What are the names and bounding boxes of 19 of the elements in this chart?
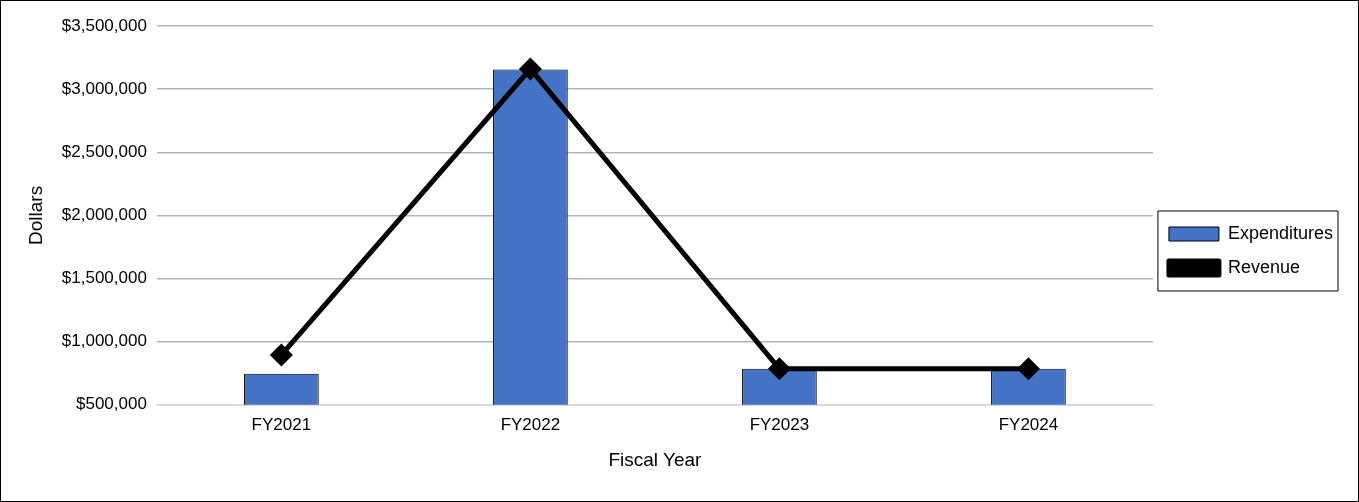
legend-label: Revenue bbox=[1227, 256, 1300, 277]
point bbox=[1017, 358, 1039, 380]
legend-label: Expenditures bbox=[1227, 222, 1334, 243]
y-tick-label: $500,000 bbox=[75, 394, 147, 414]
x-tick-label: FY2021 bbox=[251, 414, 312, 434]
y-tick-label: $3,000,000 bbox=[61, 78, 147, 98]
y-axis-title: Dollars bbox=[24, 185, 46, 245]
point bbox=[519, 58, 541, 80]
y-tick-label: $1,000,000 bbox=[61, 331, 147, 351]
x-tick-label: FY2024 bbox=[998, 414, 1059, 434]
x-tick-label: FY2023 bbox=[749, 414, 810, 434]
y-tick-label: $3,500,000 bbox=[61, 15, 147, 35]
y-tick-label: $2,500,000 bbox=[61, 141, 147, 161]
y-tick-label: $2,000,000 bbox=[61, 205, 147, 225]
y-tick-label: $1,500,000 bbox=[61, 268, 147, 288]
point bbox=[270, 344, 292, 366]
point bbox=[768, 358, 790, 380]
x-axis-title: Fiscal Year bbox=[608, 448, 703, 470]
x-tick-label: FY2022 bbox=[500, 414, 561, 434]
